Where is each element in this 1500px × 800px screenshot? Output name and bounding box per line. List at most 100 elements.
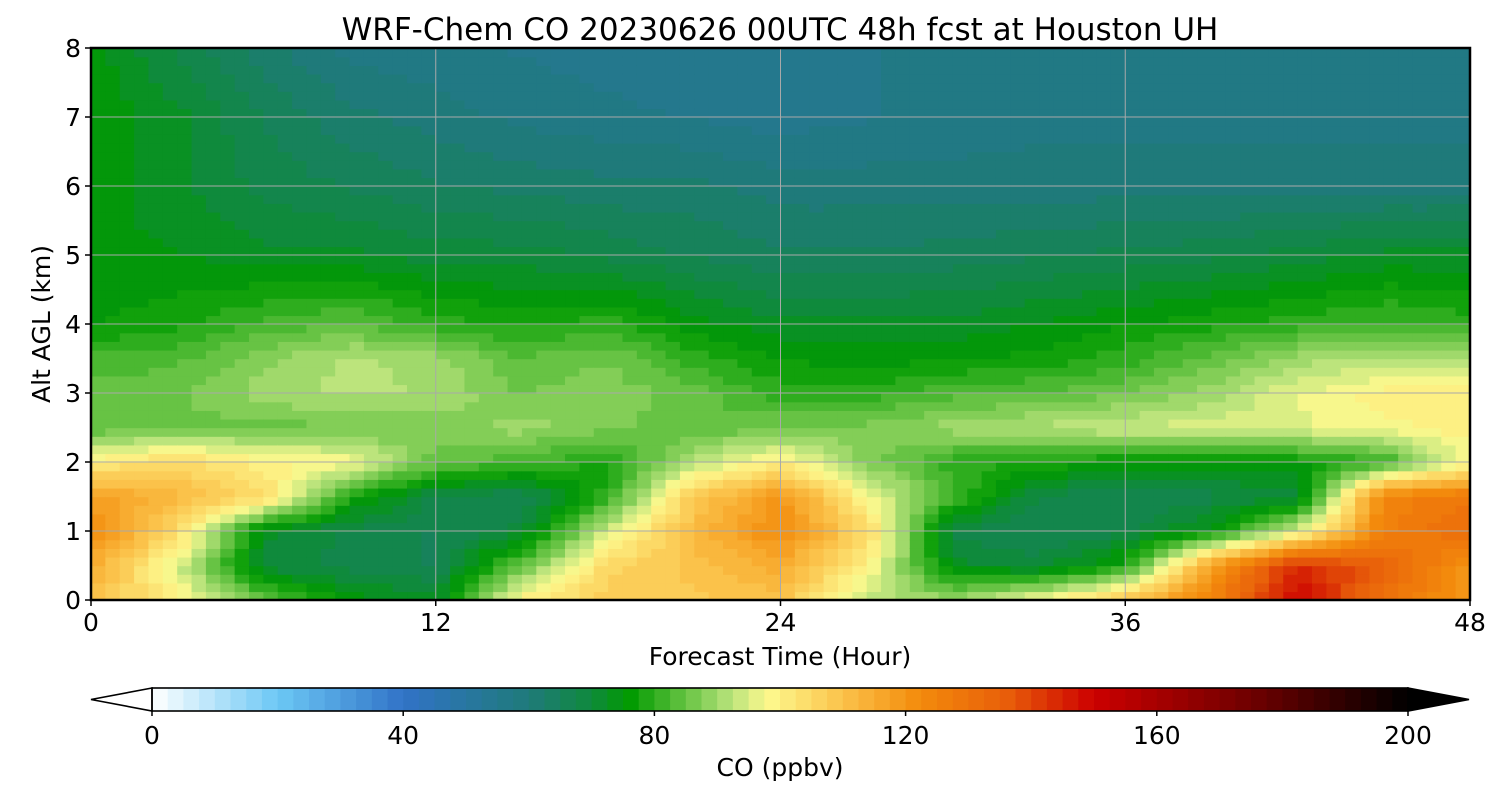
heatmap-cell bbox=[450, 436, 466, 446]
heatmap-cell bbox=[421, 306, 437, 317]
heatmap-cell bbox=[392, 539, 408, 549]
heatmap-cell bbox=[909, 548, 925, 558]
heatmap-cell bbox=[450, 367, 466, 377]
heatmap-cell bbox=[249, 479, 265, 489]
heatmap-cell bbox=[550, 65, 566, 75]
heatmap-cell bbox=[608, 487, 624, 498]
heatmap-cell bbox=[450, 246, 466, 256]
heatmap-cell bbox=[1082, 522, 1098, 532]
heatmap-cell bbox=[866, 289, 882, 299]
heatmap-cell bbox=[679, 65, 696, 75]
heatmap-cell bbox=[1067, 384, 1083, 394]
heatmap-cell bbox=[708, 393, 724, 403]
heatmap-cell bbox=[507, 255, 523, 265]
heatmap-cell bbox=[622, 462, 638, 472]
heatmap-cell bbox=[478, 531, 494, 541]
heatmap-cell bbox=[320, 168, 336, 179]
heatmap-cell bbox=[421, 436, 437, 446]
heatmap-cell bbox=[565, 168, 581, 179]
heatmap-cell bbox=[1096, 341, 1112, 351]
heatmap-cell bbox=[837, 418, 854, 429]
heatmap-cell bbox=[679, 220, 696, 230]
heatmap-cell bbox=[1096, 73, 1112, 84]
heatmap-cell bbox=[751, 375, 767, 386]
heatmap-cell bbox=[148, 505, 164, 515]
heatmap-cell bbox=[665, 125, 681, 135]
heatmap-cell bbox=[263, 73, 279, 84]
heatmap-cell bbox=[550, 427, 566, 437]
heatmap-cell bbox=[119, 393, 135, 403]
heatmap-cell bbox=[1053, 142, 1069, 153]
heatmap-cell bbox=[780, 160, 796, 170]
heatmap-cell bbox=[134, 591, 150, 600]
heatmap-cell bbox=[378, 548, 394, 558]
heatmap-cell bbox=[1125, 194, 1141, 204]
heatmap-cell bbox=[91, 565, 107, 575]
heatmap-cell bbox=[277, 479, 293, 489]
heatmap-cell bbox=[392, 134, 408, 144]
heatmap-cell bbox=[478, 591, 494, 600]
heatmap-cell bbox=[837, 522, 854, 532]
heatmap-cell bbox=[292, 324, 308, 334]
heatmap-cell bbox=[593, 263, 609, 273]
heatmap-cell bbox=[1053, 591, 1069, 600]
heatmap-cell bbox=[177, 487, 193, 498]
heatmap-cell bbox=[234, 203, 250, 213]
heatmap-cell bbox=[435, 306, 451, 317]
heatmap-cell bbox=[205, 505, 221, 515]
heatmap-cell bbox=[220, 487, 236, 498]
heatmap-cell bbox=[1139, 513, 1155, 524]
heatmap-cell bbox=[780, 151, 796, 161]
heatmap-cell bbox=[1067, 565, 1083, 575]
heatmap-cell bbox=[507, 246, 523, 256]
heatmap-cell bbox=[708, 220, 724, 230]
heatmap-cell bbox=[967, 375, 983, 386]
heatmap-cell bbox=[608, 280, 624, 291]
heatmap-cell bbox=[780, 237, 796, 248]
heatmap-cell bbox=[407, 436, 423, 446]
heatmap-cell bbox=[292, 591, 308, 600]
heatmap-cell bbox=[464, 436, 480, 446]
heatmap-cell bbox=[1125, 65, 1141, 75]
heatmap-cell bbox=[1039, 393, 1055, 403]
heatmap-cell bbox=[651, 91, 667, 101]
heatmap-cell bbox=[924, 410, 940, 420]
heatmap-cell bbox=[134, 548, 150, 558]
heatmap-cell bbox=[1153, 367, 1170, 377]
heatmap-cell bbox=[91, 255, 107, 265]
heatmap-cell bbox=[134, 203, 150, 213]
heatmap-cell bbox=[349, 211, 365, 222]
heatmap-cell bbox=[694, 117, 710, 127]
heatmap-cell bbox=[895, 160, 911, 170]
heatmap-cell bbox=[823, 453, 839, 463]
heatmap-cell bbox=[220, 186, 236, 196]
heatmap-cell bbox=[249, 410, 265, 420]
heatmap-cell bbox=[809, 91, 825, 101]
heatmap-cell bbox=[1082, 168, 1098, 179]
heatmap-cell bbox=[1024, 65, 1040, 75]
heatmap-cell bbox=[1010, 48, 1026, 58]
heatmap-cell bbox=[306, 229, 322, 239]
heatmap-cell bbox=[148, 418, 164, 429]
heatmap-cell bbox=[177, 82, 193, 92]
heatmap-cell bbox=[306, 505, 322, 515]
heatmap-cell bbox=[723, 332, 739, 342]
heatmap-cell bbox=[91, 160, 107, 170]
heatmap-cell bbox=[421, 194, 437, 204]
heatmap-cell bbox=[1039, 513, 1055, 524]
heatmap-cell bbox=[177, 186, 193, 196]
heatmap-cell bbox=[177, 56, 193, 66]
heatmap-cell bbox=[881, 513, 897, 524]
heatmap-cell bbox=[536, 367, 552, 377]
heatmap-cell bbox=[320, 220, 336, 230]
heatmap-cell bbox=[392, 263, 408, 273]
heatmap-cell bbox=[694, 151, 710, 161]
heatmap-cell bbox=[1096, 548, 1112, 558]
heatmap-cell bbox=[665, 108, 681, 118]
heatmap-cell bbox=[952, 332, 968, 342]
heatmap-cell bbox=[220, 496, 236, 506]
heatmap-cell bbox=[162, 358, 178, 368]
heatmap-cell bbox=[1197, 134, 1213, 144]
heatmap-cell bbox=[249, 556, 265, 567]
heatmap-cell bbox=[981, 556, 997, 567]
